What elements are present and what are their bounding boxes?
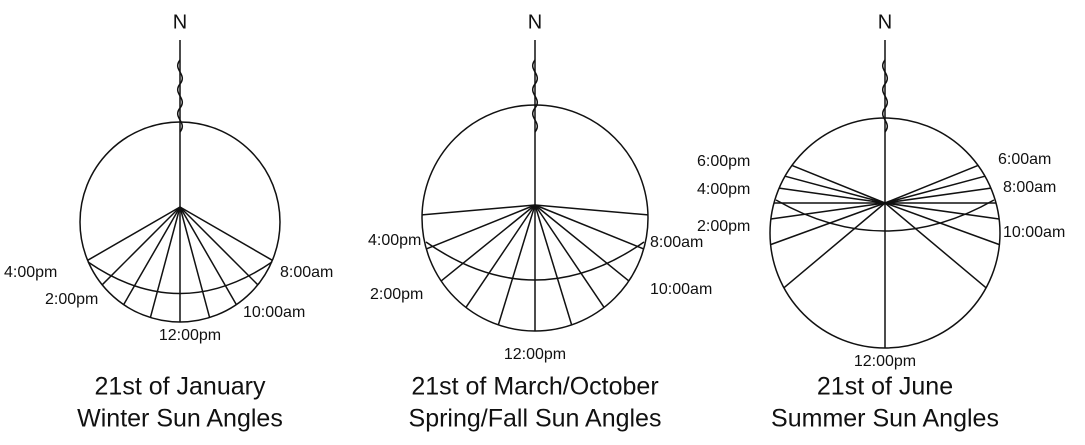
time-label: 6:00pm <box>697 153 750 170</box>
sun-ray <box>426 204 536 250</box>
time-label: 8:00am <box>650 234 703 251</box>
time-label: 12:00pm <box>159 327 221 344</box>
time-label: 4:00pm <box>368 232 421 249</box>
sun-path-arc <box>775 199 995 232</box>
north-symbol <box>177 59 183 133</box>
sun-ray <box>87 206 181 261</box>
sun-ray <box>421 204 536 216</box>
time-label: 12:00pm <box>504 346 566 363</box>
north-label: N <box>173 11 187 33</box>
caption: 21st of January <box>95 373 266 401</box>
time-label: 10:00am <box>650 281 712 298</box>
north-label: N <box>528 11 542 33</box>
time-label: 4:00pm <box>697 181 750 198</box>
sun-ray <box>149 206 181 318</box>
sun-ray <box>884 187 991 204</box>
caption: 21st of March/October <box>411 373 658 401</box>
north-symbol <box>882 59 888 133</box>
sun-path-arc <box>425 241 645 281</box>
sun-ray <box>884 164 979 204</box>
caption: 21st of June <box>817 373 953 401</box>
sun-ray <box>884 202 1000 246</box>
time-label: 8:00am <box>280 264 333 281</box>
sun-ray <box>101 206 181 286</box>
sun-ray <box>440 204 536 282</box>
sun-ray <box>465 204 536 308</box>
time-label: 12:00pm <box>854 353 916 370</box>
time-label: 10:00am <box>1003 224 1065 241</box>
time-label: 2:00pm <box>697 218 750 235</box>
sun-ray <box>534 204 573 326</box>
sun-ray <box>534 204 649 216</box>
sun-ray <box>179 206 259 286</box>
north-symbol <box>532 59 538 133</box>
sun-ray <box>884 202 987 289</box>
sun-ray <box>791 164 886 204</box>
sun-ray <box>770 202 886 246</box>
sun-ray <box>179 206 238 305</box>
sun-ray <box>179 206 273 261</box>
sun-ray <box>884 175 986 204</box>
sun-path-arc <box>87 261 273 295</box>
caption: Summer Sun Angles <box>771 405 999 433</box>
time-label: 6:00am <box>998 151 1051 168</box>
time-label: 2:00pm <box>45 291 98 308</box>
sun-ray <box>534 204 644 250</box>
sun-ray <box>122 206 181 305</box>
time-label: 10:00am <box>243 304 305 321</box>
sun-ray <box>770 202 886 220</box>
caption: Spring/Fall Sun Angles <box>409 405 662 433</box>
time-label: 2:00pm <box>370 286 423 303</box>
caption: Winter Sun Angles <box>77 405 283 433</box>
time-label: 4:00pm <box>4 264 57 281</box>
sun-ray <box>534 204 630 282</box>
sun-ray <box>534 204 605 308</box>
sun-ray <box>497 204 536 326</box>
sun-ray <box>779 187 886 204</box>
sun-ray <box>179 206 211 318</box>
time-label: 8:00am <box>1003 179 1056 196</box>
sun-ray <box>783 202 886 289</box>
north-label: N <box>878 11 892 33</box>
sun-ray <box>784 175 886 204</box>
sun-ray <box>884 202 1000 220</box>
